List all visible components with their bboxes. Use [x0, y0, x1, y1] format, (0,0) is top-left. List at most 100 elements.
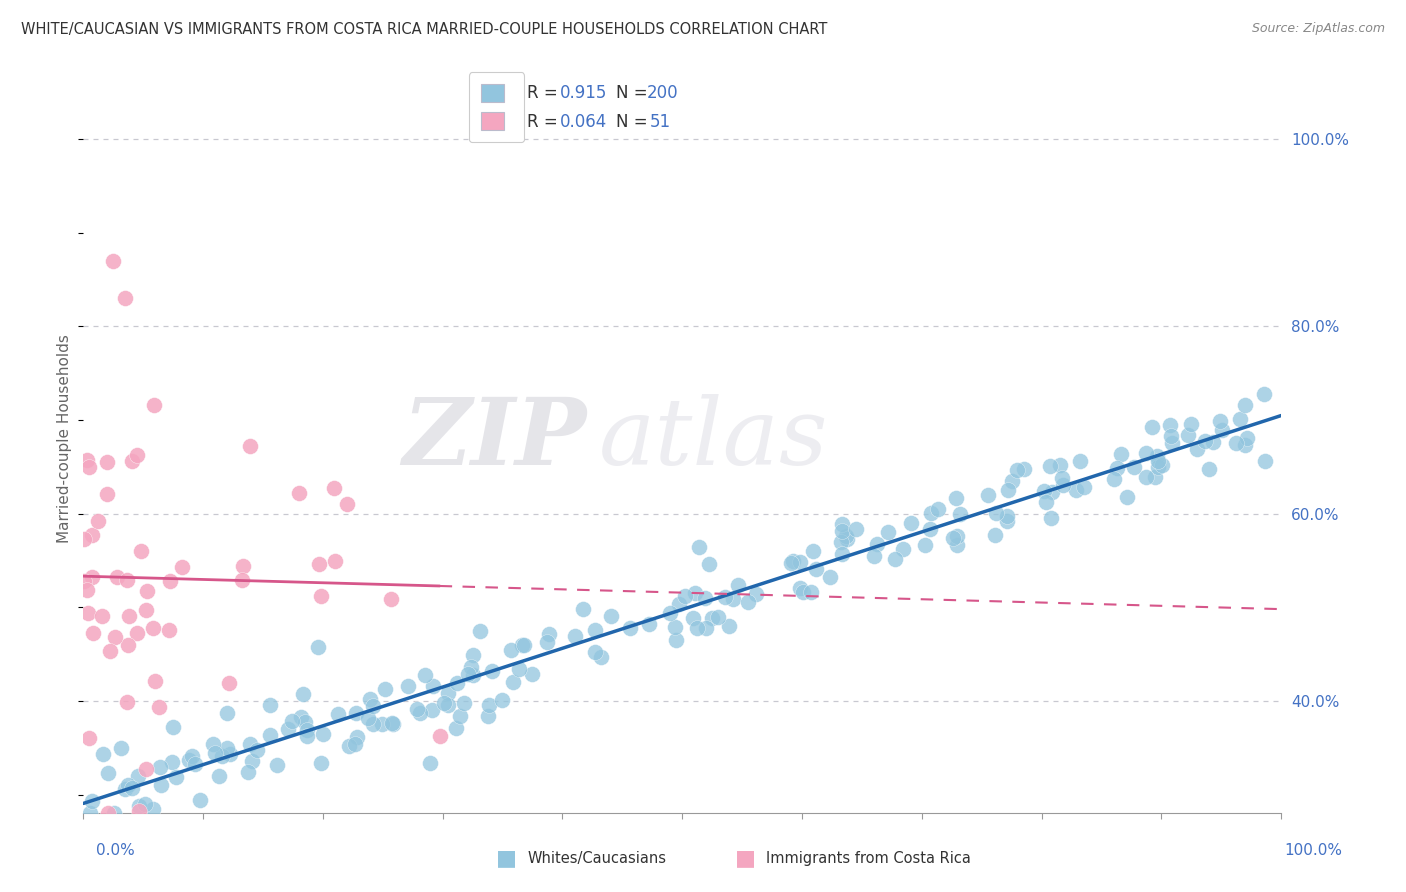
- Point: [792, 585, 814, 599]
- Point: [1253, 387, 1275, 401]
- Point: [446, 676, 468, 690]
- Point: [945, 491, 967, 506]
- Point: [693, 591, 716, 605]
- Point: [1104, 472, 1126, 486]
- Point: [537, 627, 560, 641]
- Point: [1180, 417, 1202, 432]
- Point: [79, 806, 101, 821]
- Text: Source: ZipAtlas.com: Source: ZipAtlas.com: [1251, 22, 1385, 36]
- Point: [201, 737, 224, 751]
- Point: [675, 590, 697, 604]
- Point: [110, 741, 132, 756]
- Point: [1073, 480, 1095, 494]
- Point: [564, 629, 586, 643]
- Point: [502, 674, 524, 689]
- Point: [371, 717, 394, 731]
- Point: [204, 746, 226, 760]
- Point: [1107, 461, 1129, 475]
- Point: [789, 555, 811, 569]
- Point: [830, 534, 852, 549]
- Point: [900, 516, 922, 530]
- Point: [460, 660, 482, 674]
- Point: [363, 717, 385, 731]
- Point: [1161, 436, 1184, 450]
- Point: [1146, 450, 1168, 464]
- Point: [165, 770, 187, 784]
- Point: [419, 756, 441, 770]
- Point: [148, 699, 170, 714]
- Point: [800, 585, 823, 599]
- Text: R =: R =: [527, 84, 557, 102]
- Point: [682, 611, 704, 625]
- Point: [1198, 462, 1220, 476]
- Point: [215, 706, 238, 721]
- Point: [668, 598, 690, 612]
- Point: [76, 606, 98, 620]
- Point: [97, 765, 120, 780]
- Point: [190, 793, 212, 807]
- Point: [127, 625, 149, 640]
- Point: [920, 506, 942, 520]
- Point: [686, 621, 709, 635]
- Point: [121, 454, 143, 468]
- Point: [449, 709, 471, 723]
- Point: [104, 630, 127, 644]
- Point: [420, 703, 443, 717]
- Point: [499, 643, 522, 657]
- Point: [1185, 442, 1208, 456]
- Point: [877, 525, 900, 540]
- Point: [148, 760, 170, 774]
- Point: [259, 728, 281, 742]
- Text: R =: R =: [527, 112, 557, 131]
- Point: [96, 455, 118, 469]
- Point: [218, 676, 240, 690]
- Point: [780, 556, 803, 570]
- Point: [157, 623, 180, 637]
- Text: N =: N =: [616, 84, 648, 102]
- Point: [344, 706, 367, 720]
- Point: [374, 682, 396, 697]
- Point: [143, 674, 166, 689]
- Point: [1225, 436, 1247, 450]
- Point: [128, 799, 150, 814]
- Point: [508, 662, 530, 676]
- Point: [1147, 454, 1170, 468]
- Point: [806, 562, 828, 576]
- Point: [115, 573, 138, 587]
- Point: [381, 716, 404, 731]
- Point: [945, 538, 967, 552]
- Point: [1159, 417, 1181, 432]
- Point: [91, 747, 114, 762]
- Text: Immigrants from Costa Rica: Immigrants from Costa Rica: [766, 851, 972, 865]
- Point: [1233, 398, 1256, 412]
- Point: [90, 608, 112, 623]
- Point: [789, 581, 811, 595]
- Point: [1116, 490, 1139, 504]
- Point: [105, 570, 128, 584]
- Point: [1007, 463, 1029, 477]
- Point: [208, 769, 231, 783]
- Text: 0.915: 0.915: [560, 84, 607, 102]
- Point: [142, 621, 165, 635]
- Point: [664, 620, 686, 634]
- Point: [437, 685, 460, 699]
- Point: [433, 697, 456, 711]
- Point: [927, 502, 949, 516]
- Point: [76, 453, 98, 467]
- Point: [1064, 483, 1087, 497]
- Point: [638, 617, 661, 632]
- Point: [82, 626, 104, 640]
- Point: [1012, 461, 1035, 475]
- Text: ■: ■: [735, 848, 755, 868]
- Point: [359, 692, 381, 706]
- Legend: , : ,: [470, 72, 524, 142]
- Point: [714, 590, 737, 604]
- Point: [295, 723, 318, 738]
- Point: [357, 711, 380, 725]
- Point: [1194, 434, 1216, 448]
- Point: [346, 730, 368, 744]
- Point: [125, 448, 148, 462]
- Point: [918, 522, 941, 536]
- Point: [599, 608, 621, 623]
- Point: [1234, 438, 1257, 452]
